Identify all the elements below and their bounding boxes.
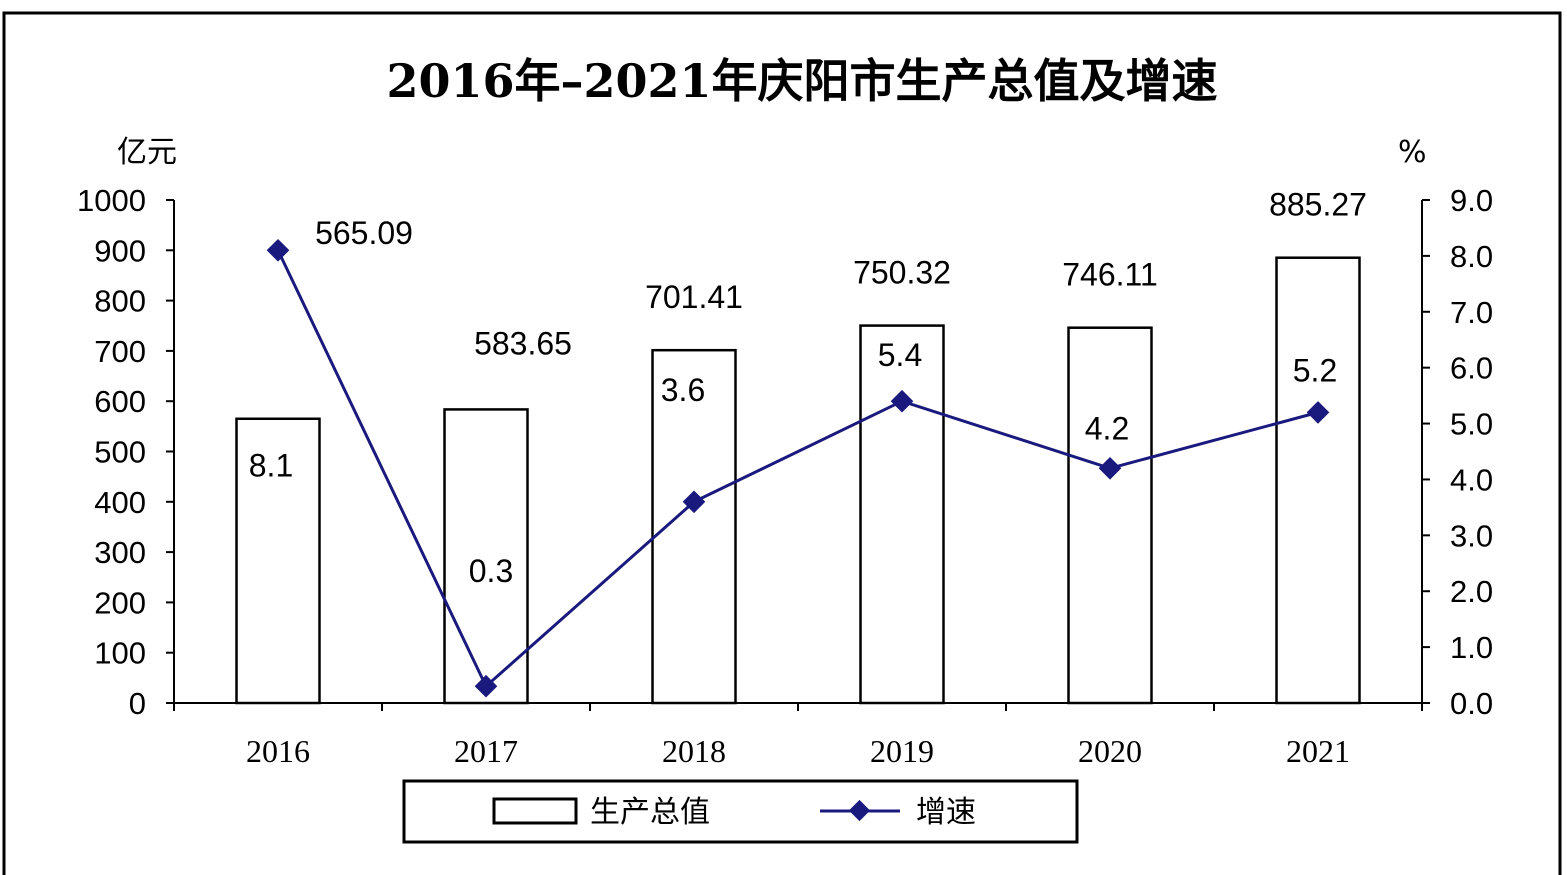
legend-label-gdp: 生产总值 bbox=[590, 795, 710, 830]
bar-value-label: 746.11 bbox=[1062, 257, 1158, 293]
bar-value-label: 701.41 bbox=[645, 279, 743, 315]
growth-point bbox=[890, 389, 914, 413]
y-left-tick-label: 200 bbox=[94, 585, 146, 620]
bar-gdp bbox=[1067, 326, 1153, 705]
y-right-tick-label: 9.0 bbox=[1450, 183, 1493, 218]
y-right-tick-label: 1.0 bbox=[1450, 630, 1493, 665]
y-right-unit: % bbox=[1398, 135, 1427, 170]
y-right-tick-label: 5.0 bbox=[1450, 407, 1493, 442]
y-right-tick-label: 7.0 bbox=[1450, 295, 1493, 330]
x-tick-label: 2016 bbox=[246, 733, 310, 769]
growth-value-label: 4.2 bbox=[1085, 410, 1129, 446]
x-tick-label: 2020 bbox=[1078, 733, 1142, 769]
chart-title: 2016年–2021年庆阳市生产总值及增速 bbox=[386, 54, 1217, 108]
y-right-tick-label: 6.0 bbox=[1450, 351, 1493, 386]
growth-point bbox=[1098, 456, 1122, 480]
y-left-tick-label: 800 bbox=[94, 284, 146, 319]
x-tick-label: 2019 bbox=[870, 733, 934, 769]
y-right-tick-label: 8.0 bbox=[1450, 239, 1493, 274]
growth-point bbox=[682, 490, 706, 514]
y-right-tick-label: 3.0 bbox=[1450, 518, 1493, 553]
y-left-tick-label: 1000 bbox=[77, 183, 146, 218]
y-left-tick-label: 100 bbox=[94, 636, 146, 671]
y-right-tick-label: 2.0 bbox=[1450, 574, 1493, 609]
bars bbox=[235, 256, 1361, 705]
growth-line-path bbox=[276, 249, 1319, 689]
y-right-tick-label: 4.0 bbox=[1450, 462, 1493, 497]
legend-marker-icon bbox=[848, 799, 871, 822]
legend-bar-swatch bbox=[492, 797, 578, 825]
bar-value-label: 583.65 bbox=[474, 325, 572, 361]
growth-value-label: 0.3 bbox=[469, 553, 513, 589]
growth-value-label: 3.6 bbox=[661, 372, 705, 408]
legend-label-growth: 增速 bbox=[916, 795, 976, 830]
y-right-tick-label: 0.0 bbox=[1450, 686, 1493, 721]
legend: 生产总值 增速 bbox=[402, 779, 1079, 844]
y-left-tick-label: 700 bbox=[94, 334, 146, 369]
bar-value-label: 750.32 bbox=[853, 255, 951, 291]
x-tick-label: 2018 bbox=[662, 733, 726, 769]
bar-gdp bbox=[1275, 256, 1361, 705]
growth-point bbox=[1306, 401, 1330, 424]
bar-value-label: 565.09 bbox=[315, 215, 413, 251]
growth-point bbox=[474, 674, 498, 698]
y-left-tick-label: 400 bbox=[94, 485, 146, 520]
bar-gdp bbox=[443, 408, 529, 705]
y-left-tick-label: 300 bbox=[94, 535, 146, 570]
y-left-unit: 亿元 bbox=[117, 135, 177, 170]
growth-value-label: 8.1 bbox=[249, 447, 293, 483]
y-left-tick-label: 500 bbox=[94, 435, 146, 470]
data-labels: 565.09 583.65 701.41 750.32 746.11 885.27 8.1 0… bbox=[249, 187, 1367, 590]
x-tick-label: 2017 bbox=[454, 733, 518, 769]
growth-value-label: 5.2 bbox=[1293, 352, 1337, 388]
x-tick-label: 2021 bbox=[1286, 733, 1350, 769]
bar-gdp bbox=[235, 417, 321, 705]
growth-value-label: 5.4 bbox=[878, 337, 922, 373]
bar-gdp bbox=[859, 324, 945, 705]
bar-value-label: 885.27 bbox=[1269, 187, 1367, 223]
y-left-tick-label: 0 bbox=[129, 686, 146, 721]
y-left-tick-label: 900 bbox=[94, 233, 146, 268]
axes: 0 100 200 300 400 500 600 700 800 900 1000 0.0 1.0 2.… bbox=[77, 183, 1493, 769]
y-left-tick-label: 600 bbox=[94, 384, 146, 419]
